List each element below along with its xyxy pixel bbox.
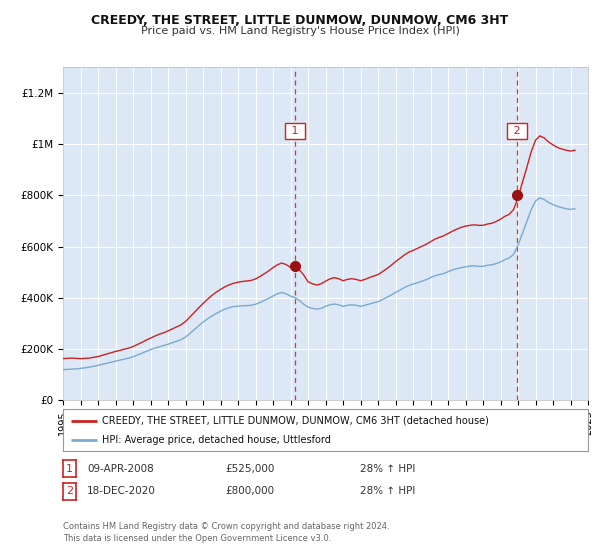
Text: Price paid vs. HM Land Registry's House Price Index (HPI): Price paid vs. HM Land Registry's House … (140, 26, 460, 36)
Text: Contains HM Land Registry data © Crown copyright and database right 2024.
This d: Contains HM Land Registry data © Crown c… (63, 522, 389, 543)
Text: HPI: Average price, detached house, Uttlesford: HPI: Average price, detached house, Uttl… (103, 435, 331, 445)
Text: £800,000: £800,000 (225, 486, 274, 496)
Text: £525,000: £525,000 (225, 464, 274, 474)
Text: 18-DEC-2020: 18-DEC-2020 (87, 486, 156, 496)
Text: 09-APR-2008: 09-APR-2008 (87, 464, 154, 474)
Text: 28% ↑ HPI: 28% ↑ HPI (360, 486, 415, 496)
Text: 28% ↑ HPI: 28% ↑ HPI (360, 464, 415, 474)
Text: 1: 1 (288, 126, 302, 136)
Text: 2: 2 (66, 486, 73, 496)
Text: CREEDY, THE STREET, LITTLE DUNMOW, DUNMOW, CM6 3HT: CREEDY, THE STREET, LITTLE DUNMOW, DUNMO… (91, 14, 509, 27)
Text: 1: 1 (66, 464, 73, 474)
Text: 2: 2 (510, 126, 524, 136)
Text: CREEDY, THE STREET, LITTLE DUNMOW, DUNMOW, CM6 3HT (detached house): CREEDY, THE STREET, LITTLE DUNMOW, DUNMO… (103, 416, 489, 426)
